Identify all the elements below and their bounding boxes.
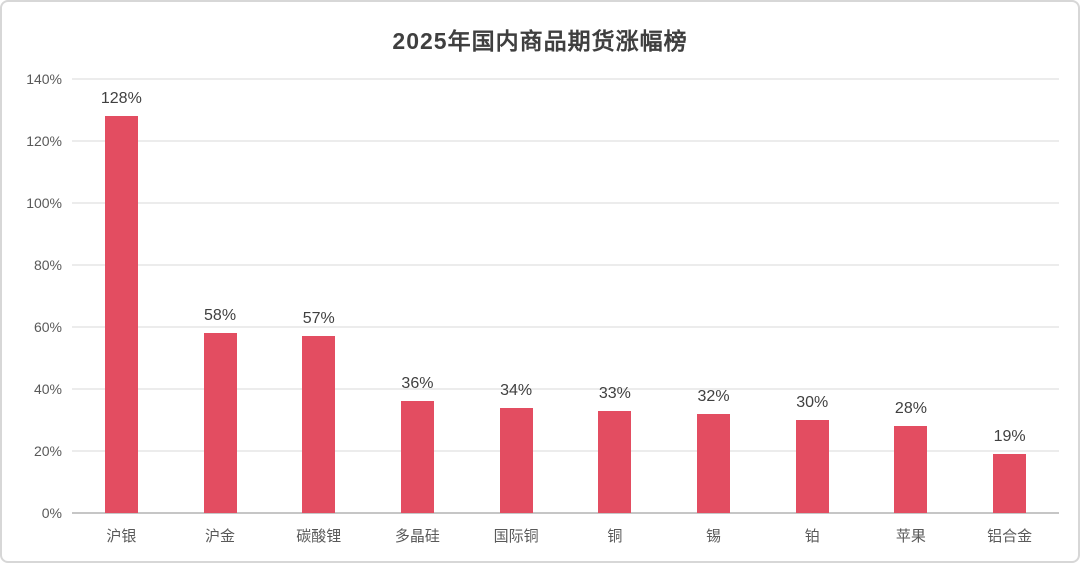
x-axis-category-label: 铜 [607,528,623,545]
gridline [72,140,1059,142]
x-axis-category-label: 碳酸锂 [296,528,342,545]
gridline [72,78,1059,80]
bar-4 [400,401,434,513]
gridline [72,388,1059,390]
y-axis-tick-label: 80% [33,257,62,273]
bar-value-label: 19% [993,428,1026,446]
chart-title: 2025年国内商品期货涨幅榜 [392,28,688,54]
gridline [72,326,1059,328]
y-axis-tick-label: 0% [41,505,62,521]
x-axis-category-label: 沪银 [106,528,137,545]
y-axis-tick-label: 100% [26,195,62,211]
x-axis-category-label: 铝合金 [987,528,1033,545]
x-axis-line [72,512,1059,514]
y-axis-tick-label: 120% [26,133,62,149]
bar-3 [302,336,336,513]
bar-value-label: 30% [796,394,829,411]
x-axis-category-label: 多晶硅 [394,528,440,545]
bar-7 [697,413,731,513]
bar-1 [104,116,138,513]
x-axis-category-label: 铂 [804,528,820,545]
x-axis-category-label: 国际铜 [493,528,539,545]
x-axis-category-label: 锡 [706,528,722,545]
bar-2 [203,333,237,513]
bar-value-label: 128% [100,90,142,108]
x-axis-category-label: 苹果 [895,528,926,545]
bar-10 [993,454,1027,513]
y-axis-tick-label: 20% [33,443,62,459]
gridline [72,450,1059,452]
bar-value-label: 28% [894,400,927,418]
bar-6 [598,410,632,513]
y-axis-tick-label: 60% [33,319,62,335]
bar-8 [795,420,829,513]
y-axis-tick-label: 140% [26,71,62,87]
bar-value-label: 57% [302,310,335,328]
gridline [72,202,1059,204]
x-axis-category-label: 沪金 [205,528,236,545]
gridline [72,264,1059,266]
bar-5 [499,407,533,513]
bar-value-label: 34% [500,381,533,399]
bar-value-label: 33% [598,384,631,402]
bar-value-label: 36% [401,375,434,393]
bar-value-label: 58% [204,307,237,325]
y-axis-tick-label: 40% [33,381,62,397]
bar-value-label: 32% [697,387,730,405]
bar-9 [894,426,928,513]
